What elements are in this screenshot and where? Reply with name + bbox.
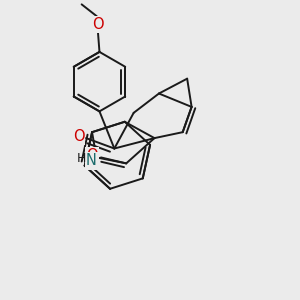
Text: N: N [86,154,97,169]
Text: O: O [86,148,98,164]
Text: O: O [73,129,85,144]
Text: H: H [76,152,86,165]
Text: O: O [92,17,104,32]
